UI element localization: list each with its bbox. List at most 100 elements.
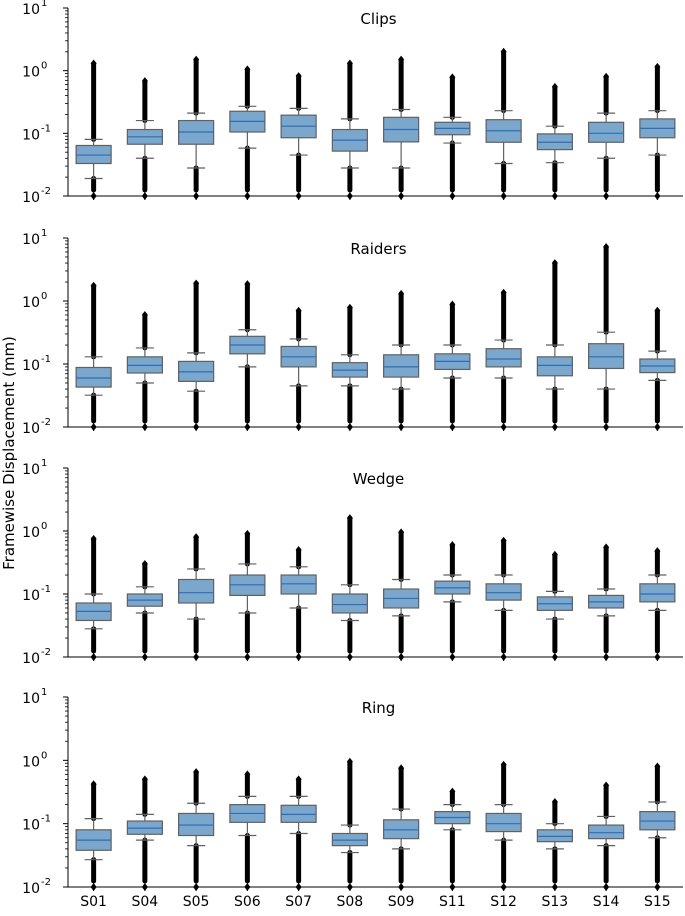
max-flier	[500, 760, 507, 769]
max-flier	[449, 300, 456, 309]
box-s09: S09	[383, 764, 420, 910]
y-tick-label: 10	[22, 232, 40, 248]
max-flier	[346, 59, 353, 68]
max-flier	[295, 775, 302, 784]
max-flier	[295, 72, 302, 81]
box-s01	[75, 534, 112, 661]
max-flier	[500, 47, 507, 56]
y-tick-exponent: 0	[41, 750, 47, 761]
max-flier	[500, 536, 507, 545]
x-tick-label: S08	[337, 894, 364, 910]
y-tick-exponent: -1	[41, 354, 51, 365]
iqr-box	[588, 121, 625, 143]
box-s04	[126, 77, 163, 200]
max-flier	[654, 306, 661, 315]
box-s13	[536, 550, 573, 661]
y-tick-exponent: 0	[41, 61, 47, 72]
y-tick-label: 10	[22, 127, 40, 143]
y-tick-label: 10	[22, 691, 40, 707]
box-s07	[280, 545, 317, 661]
box-s13	[536, 82, 573, 200]
y-tick-exponent: 1	[41, 687, 47, 698]
max-flier	[90, 780, 97, 789]
panel-title: Ring	[362, 699, 396, 717]
iqr-box	[178, 578, 215, 604]
y-tick-exponent: -2	[41, 877, 51, 888]
max-flier	[295, 545, 302, 554]
y-tick-exponent: 1	[41, 458, 47, 469]
box-s05	[178, 55, 215, 200]
max-flier	[141, 775, 148, 784]
iqr-box	[383, 354, 420, 378]
max-flier	[141, 559, 148, 568]
x-tick-label: S14	[593, 894, 620, 910]
max-flier	[603, 72, 610, 81]
iqr-box	[75, 366, 112, 388]
y-tick-label: 10	[22, 358, 40, 374]
max-flier	[551, 550, 558, 559]
box-s14	[588, 543, 625, 661]
box-s06: S06	[229, 770, 266, 910]
panel-title: Wedge	[353, 470, 404, 488]
iqr-box	[536, 829, 573, 843]
x-tick-label: S05	[183, 894, 210, 910]
max-flier	[398, 528, 405, 537]
y-tick-label: 10	[22, 754, 40, 770]
y-tick-label: 10	[22, 588, 40, 604]
max-flier	[90, 281, 97, 290]
box-s01: S01	[75, 780, 112, 910]
x-tick-label: S09	[388, 894, 415, 910]
box-s07: S07	[280, 775, 317, 910]
box-s15: S15	[639, 762, 676, 910]
box-s14	[588, 72, 625, 200]
max-flier	[449, 73, 456, 82]
x-tick-label: S11	[439, 894, 466, 910]
y-tick-exponent: 1	[41, 0, 47, 9]
iqr-box	[536, 356, 573, 377]
y-tick-label: 10	[22, 190, 40, 206]
x-tick-label: S07	[285, 894, 312, 910]
max-flier	[141, 77, 148, 86]
box-s12: S12	[485, 760, 522, 910]
iqr-box	[485, 812, 522, 833]
y-tick-exponent: -2	[41, 186, 51, 197]
y-tick-label: 10	[22, 881, 40, 897]
y-axis-label: Framewise Displacement (mm)	[0, 336, 18, 570]
y-tick-exponent: 0	[41, 521, 47, 532]
max-flier	[398, 55, 405, 64]
y-tick-exponent: 1	[41, 228, 47, 239]
max-flier	[551, 797, 558, 806]
max-flier	[500, 288, 507, 297]
box-s07	[280, 72, 317, 200]
box-s06	[229, 280, 266, 431]
box-s13: S13	[536, 797, 573, 910]
box-s07	[280, 306, 317, 431]
x-tick-label: S01	[80, 894, 107, 910]
box-s09	[383, 289, 420, 431]
max-flier	[346, 757, 353, 766]
box-s15	[639, 62, 676, 200]
max-flier	[193, 55, 200, 64]
max-flier	[193, 533, 200, 542]
max-flier	[603, 242, 610, 251]
max-flier	[654, 547, 661, 556]
box-s05: S05	[178, 768, 215, 910]
box-s01	[75, 59, 112, 200]
iqr-box	[485, 583, 522, 601]
y-tick-label: 10	[22, 651, 40, 667]
box-s06	[229, 65, 266, 200]
box-s13	[536, 259, 573, 431]
box-s06	[229, 529, 266, 661]
box-s15	[639, 547, 676, 661]
box-s08	[331, 59, 368, 200]
y-tick-label: 10	[22, 65, 40, 81]
max-flier	[603, 543, 610, 552]
max-flier	[244, 280, 251, 289]
max-flier	[654, 62, 661, 71]
box-s01	[75, 281, 112, 431]
